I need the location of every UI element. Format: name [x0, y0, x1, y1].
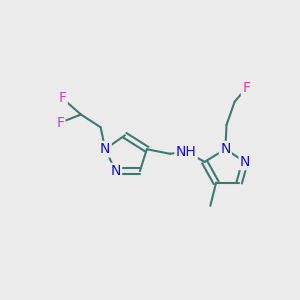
- Text: F: F: [56, 116, 64, 130]
- Text: F: F: [58, 92, 67, 105]
- Text: N: N: [240, 155, 250, 169]
- Text: F: F: [242, 81, 250, 95]
- Text: N: N: [220, 142, 230, 156]
- Text: NH: NH: [176, 145, 196, 158]
- Text: N: N: [100, 142, 110, 156]
- Text: N: N: [110, 164, 121, 178]
